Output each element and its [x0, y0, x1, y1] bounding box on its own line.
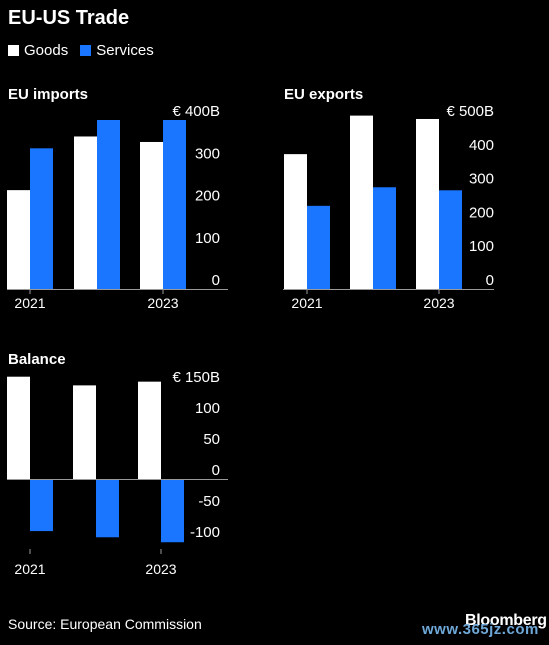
xtick-label-balance-2: 2023 [145, 561, 176, 577]
bar-exports-goods-2021 [284, 154, 307, 289]
legend-label-goods: Goods [24, 42, 69, 59]
ytick-label-imports-0: 0 [212, 272, 220, 289]
ytick-label-exports-1: 100 [469, 238, 494, 255]
legend-item-goods: Goods [8, 42, 68, 59]
bar-exports-goods-2022 [350, 115, 373, 289]
chart-title: EU-US Trade [8, 7, 130, 29]
bar-imports-services-2023 [163, 120, 186, 289]
ytick-label-balance-3: 50 [203, 431, 220, 448]
ytick-label-exports-2: 200 [469, 204, 494, 221]
bar-balance-goods-2021 [7, 376, 30, 479]
ytick-label-balance-0: -100 [190, 524, 220, 541]
watermark: www.365jz.com [422, 621, 539, 638]
bar-imports-services-2021 [30, 148, 53, 289]
bar-exports-goods-2023 [416, 118, 439, 290]
bar-imports-goods-2023 [140, 141, 163, 289]
legend-item-services: Services [80, 42, 154, 59]
ytick-label-imports-4: € 400B [172, 103, 220, 120]
ytick-label-balance-4: 100 [195, 400, 220, 417]
bar-balance-services-2022 [96, 479, 119, 538]
ytick-label-exports-5: € 500B [446, 103, 494, 120]
bar-imports-goods-2022 [74, 136, 97, 289]
bar-imports-services-2022 [97, 120, 120, 289]
panel-title-imports: EU imports [8, 86, 89, 103]
ytick-label-imports-2: 200 [195, 188, 220, 205]
legend-swatch-goods [8, 45, 19, 56]
bar-balance-services-2021 [30, 479, 53, 532]
bar-exports-services-2021 [307, 205, 330, 289]
ytick-label-balance-2: 0 [212, 462, 220, 479]
xtick-label-balance-0: 2021 [14, 561, 45, 577]
legend-label-services: Services [96, 42, 154, 59]
ytick-label-balance-5: € 150B [172, 369, 220, 386]
bloomberg-logo: Bloomberg [465, 612, 547, 629]
xtick-label-imports-2: 2023 [147, 295, 178, 311]
ytick-label-balance-1: -50 [198, 493, 220, 510]
ytick-label-exports-0: 0 [486, 272, 494, 289]
ytick-label-exports-3: 300 [469, 171, 494, 188]
bar-imports-goods-2021 [7, 190, 30, 289]
legend-swatch-services [80, 45, 92, 56]
bar-balance-services-2023 [161, 479, 184, 543]
panel-title-balance: Balance [8, 351, 66, 368]
ytick-label-exports-4: 400 [469, 137, 494, 154]
bar-exports-services-2022 [373, 187, 396, 289]
bar-balance-goods-2023 [138, 381, 161, 479]
legend: Goods Services [8, 42, 166, 59]
xtick-label-imports-0: 2021 [14, 295, 45, 311]
ytick-label-imports-3: 300 [195, 145, 220, 162]
ytick-label-imports-1: 100 [195, 230, 220, 247]
source-note: Source: European Commission [8, 616, 202, 632]
xtick-label-exports-0: 2021 [291, 295, 322, 311]
bar-balance-goods-2022 [73, 385, 96, 479]
bar-exports-services-2023 [439, 190, 462, 289]
panel-title-exports: EU exports [284, 86, 364, 103]
xtick-label-exports-2: 2023 [423, 295, 454, 311]
